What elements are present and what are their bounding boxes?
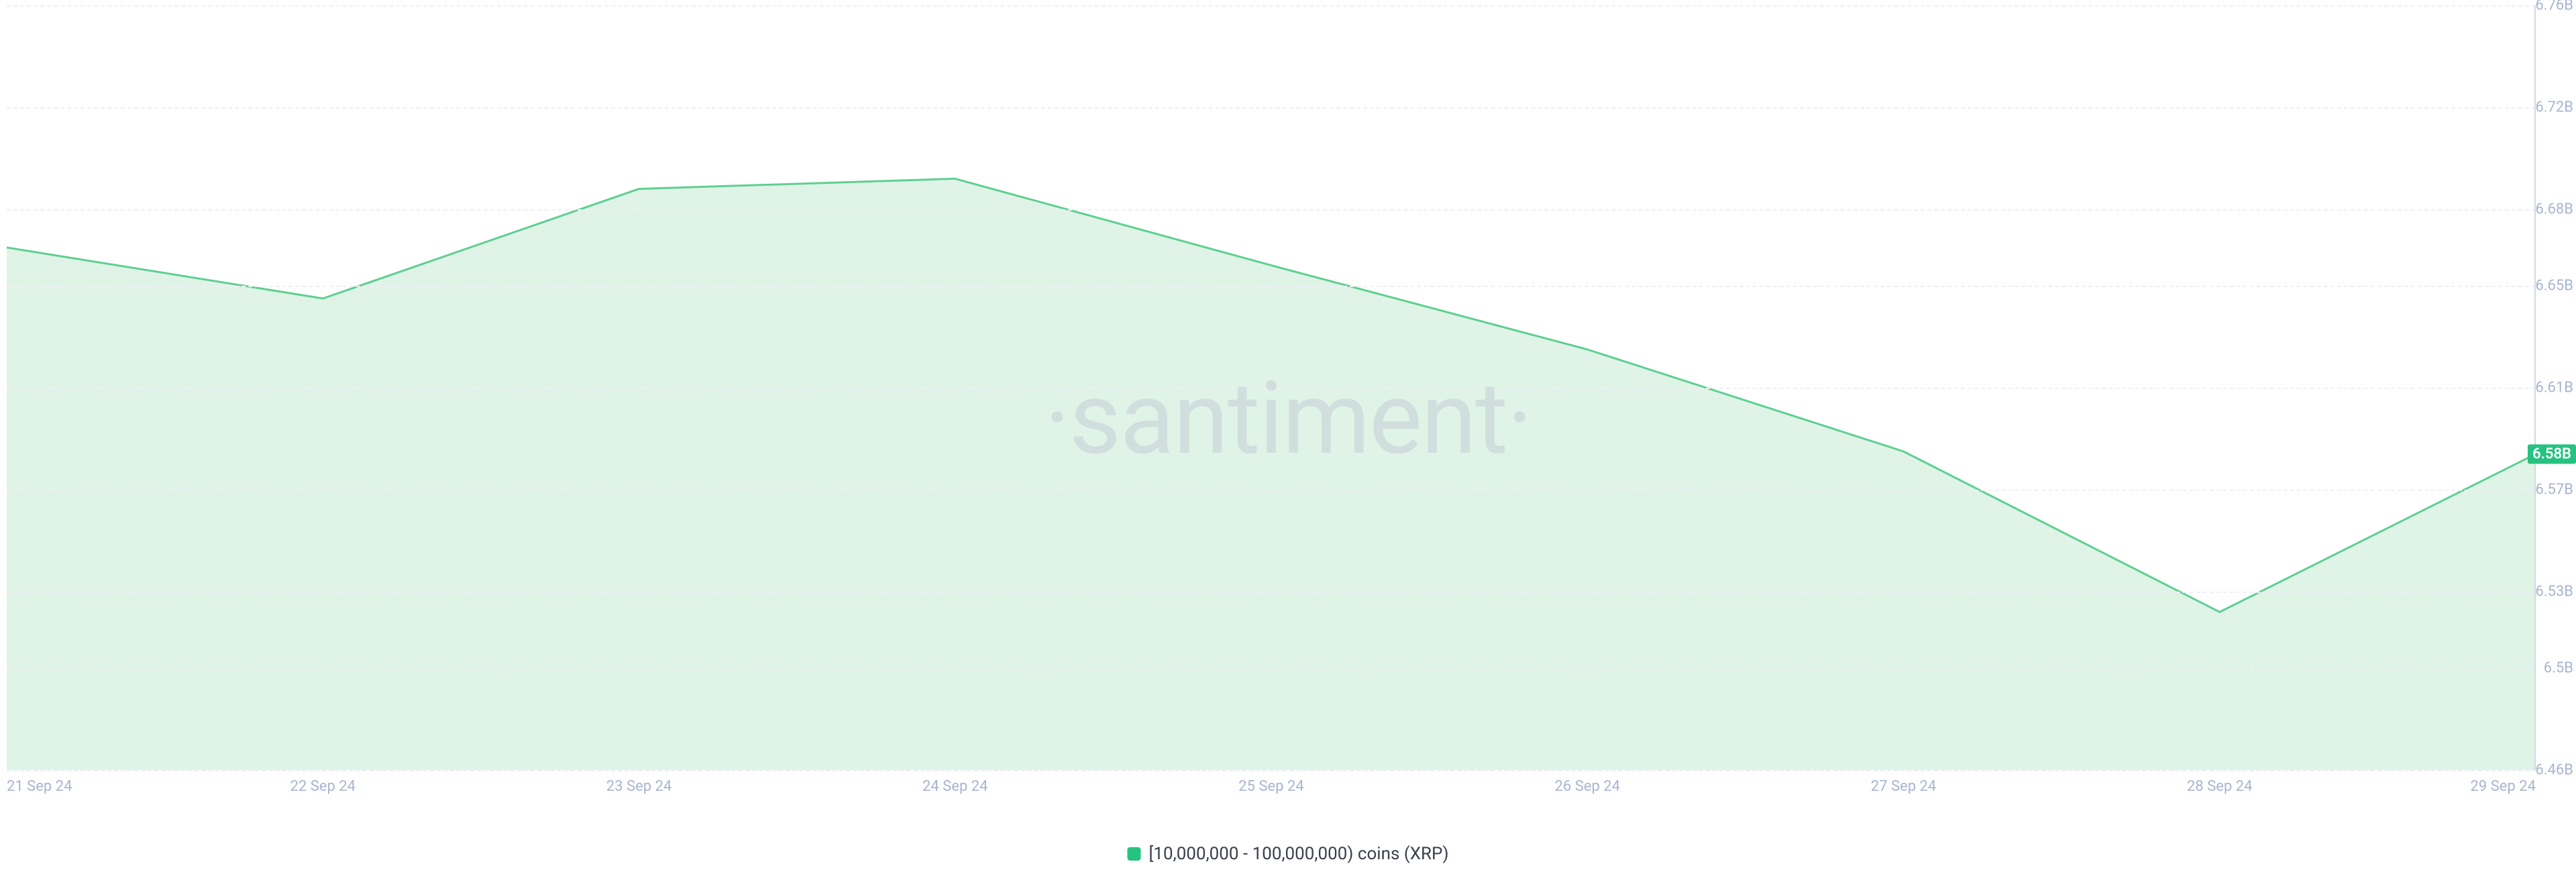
y-tick-label: 6.68B	[2535, 201, 2573, 218]
x-tick-label: 22 Sep 24	[290, 778, 356, 795]
chart-container: 6.76B 6.72B 6.68B 6.65B 6.61B 6.57B 6.53B 6.5B 6…	[0, 0, 2576, 872]
gridline	[7, 5, 2536, 7]
y-tick-label: 6.76B	[2535, 0, 2573, 14]
gridline	[7, 107, 2536, 109]
gridline	[7, 388, 2536, 389]
y-tick-label: 6.72B	[2535, 99, 2573, 116]
x-axis: 21 Sep 24 22 Sep 24 23 Sep 24 24 Sep 24 25 S…	[7, 773, 2536, 800]
y-tick-label: 6.53B	[2535, 584, 2573, 600]
x-tick-label: 26 Sep 24	[1555, 778, 1620, 795]
legend-swatch	[1127, 847, 1140, 861]
plot-area[interactable]	[7, 5, 2536, 770]
y-axis: 6.76B6.72B6.68B6.65B6.61B6.57B6.53B6.5B6…	[2536, 5, 2576, 775]
gridline	[7, 209, 2536, 211]
legend[interactable]: [10,000,000 - 100,000,000) coins (XRP)	[1127, 844, 1448, 864]
x-tick-label: 28 Sep 24	[2187, 778, 2252, 795]
y-tick-label: 6.61B	[2535, 380, 2573, 396]
gridline	[7, 668, 2536, 669]
y-tick-label: 6.46B	[2535, 762, 2573, 779]
current-value-badge: 6.58B	[2528, 444, 2576, 464]
y-tick-label: 6.65B	[2535, 278, 2573, 294]
x-tick-label: 27 Sep 24	[1871, 778, 1936, 795]
gridline	[7, 592, 2536, 593]
y-tick-label: 6.57B	[2535, 482, 2573, 498]
gridline	[7, 286, 2536, 287]
x-tick-label: 23 Sep 24	[606, 778, 672, 795]
area-fill	[7, 178, 2536, 770]
x-tick-label: 21 Sep 24	[7, 778, 72, 795]
gridline	[7, 490, 2536, 491]
legend-label: [10,000,000 - 100,000,000) coins (XRP)	[1148, 844, 1448, 864]
y-tick-label: 6.5B	[2544, 660, 2573, 677]
x-tick-label: 29 Sep 24	[2471, 778, 2536, 795]
x-tick-label: 25 Sep 24	[1238, 778, 1303, 795]
x-tick-label: 24 Sep 24	[922, 778, 987, 795]
gridline	[7, 770, 2536, 771]
